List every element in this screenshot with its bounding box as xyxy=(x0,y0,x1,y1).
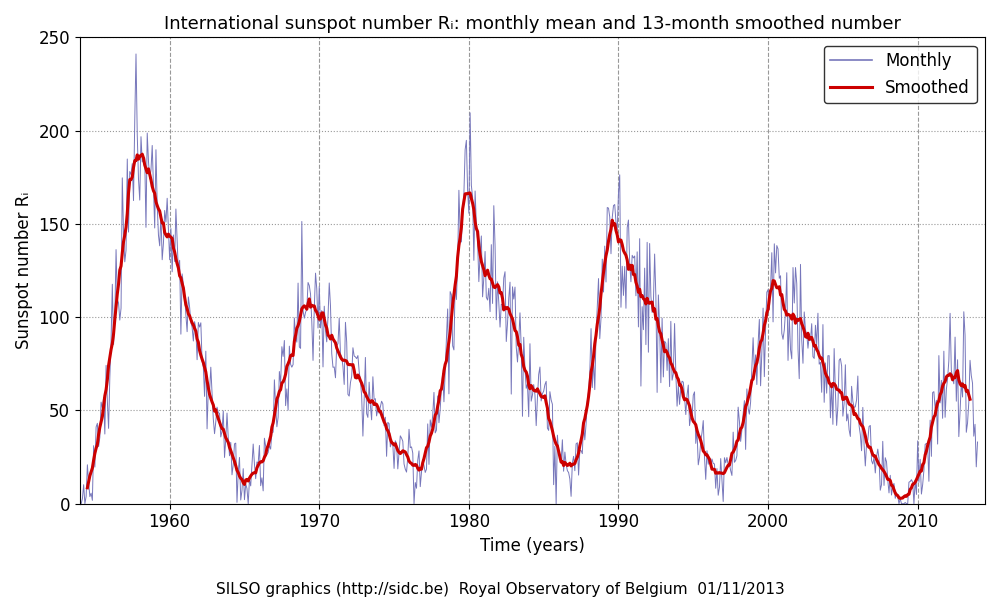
Monthly xyxy=(604,214,616,221)
Smoothed xyxy=(515,351,527,358)
Legend: Monthly, Smoothed: Monthly, Smoothed xyxy=(824,46,977,103)
Monthly xyxy=(516,413,528,420)
X-axis label: Time (years): Time (years) xyxy=(480,537,585,555)
Y-axis label: Sunspot number Rᵢ: Sunspot number Rᵢ xyxy=(15,192,33,349)
Line: Smoothed: Smoothed xyxy=(87,154,970,499)
Smoothed xyxy=(602,238,614,245)
Text: SILSO graphics (http://sidc.be)  Royal Observatory of Belgium  01/11/2013: SILSO graphics (http://sidc.be) Royal Ob… xyxy=(216,582,784,597)
Smoothed xyxy=(889,490,901,497)
Line: Monthly: Monthly xyxy=(80,54,978,504)
Smoothed xyxy=(691,427,703,434)
Monthly xyxy=(74,500,86,508)
Monthly xyxy=(272,413,284,421)
Monthly xyxy=(692,461,704,469)
Monthly xyxy=(130,50,142,58)
Monthly xyxy=(972,439,984,446)
Monthly xyxy=(311,286,323,293)
Monthly xyxy=(890,489,902,496)
Title: International sunspot number Rᵢ: monthly mean and 13-month smoothed number: International sunspot number Rᵢ: monthly… xyxy=(164,15,901,33)
Smoothed xyxy=(271,395,283,403)
Smoothed xyxy=(310,307,322,314)
